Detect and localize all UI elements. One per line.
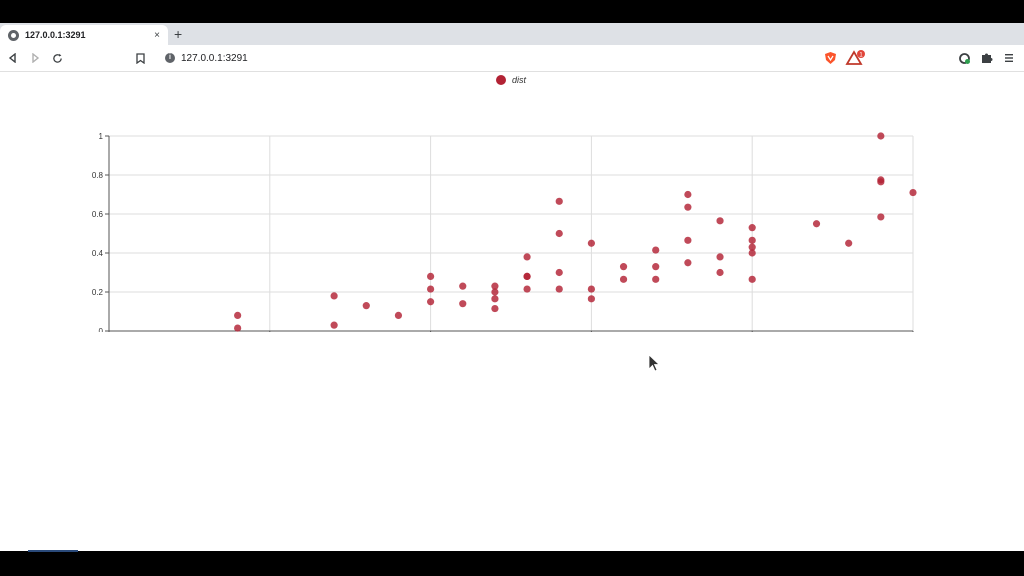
data-point[interactable]: [394, 311, 403, 319]
chart-legend[interactable]: dist: [496, 75, 526, 85]
data-point[interactable]: [877, 213, 885, 221]
data-point[interactable]: [748, 236, 756, 244]
data-point[interactable]: [491, 282, 499, 290]
data-point[interactable]: [812, 220, 821, 228]
data-point[interactable]: [716, 268, 724, 277]
data-point[interactable]: [748, 243, 756, 251]
data-point[interactable]: [234, 324, 242, 332]
y-tick-label: 0.6: [92, 210, 104, 219]
page-content: 00.20.40.60.810510152025 dist: [0, 72, 1024, 551]
data-point[interactable]: [491, 304, 499, 313]
data-point[interactable]: [587, 285, 596, 293]
data-point[interactable]: [748, 249, 756, 257]
data-point[interactable]: [716, 253, 724, 261]
data-point[interactable]: [491, 295, 499, 303]
data-point[interactable]: [459, 282, 467, 290]
browser-window: 127.0.0.1:3291 × + i 127.0.0.1:3291: [0, 23, 1024, 551]
data-point[interactable]: [587, 295, 596, 303]
browser-toolbar: i 127.0.0.1:3291 1: [0, 45, 1024, 72]
reload-icon[interactable]: [48, 49, 66, 67]
rewards-badge-count: 1: [859, 52, 863, 58]
mouse-cursor-icon: [648, 354, 662, 379]
new-tab-button[interactable]: +: [174, 26, 183, 42]
data-point[interactable]: [684, 190, 692, 199]
data-point[interactable]: [652, 246, 660, 254]
bookmark-icon[interactable]: [131, 49, 149, 67]
url-text[interactable]: 127.0.0.1:3291: [181, 52, 248, 64]
data-point[interactable]: [877, 178, 885, 186]
y-tick-label: 0.8: [92, 171, 104, 180]
screen-top-bar: [0, 0, 1024, 23]
screen-bottom-bar: [0, 551, 1024, 576]
back-arrow-icon[interactable]: [4, 49, 22, 67]
data-point[interactable]: [619, 263, 628, 271]
data-point[interactable]: [523, 272, 531, 280]
data-point[interactable]: [555, 268, 563, 277]
data-point[interactable]: [684, 259, 692, 267]
sync-icon[interactable]: [955, 49, 973, 67]
data-point[interactable]: [555, 229, 563, 238]
legend-label: dist: [512, 75, 527, 85]
globe-icon: [8, 29, 19, 41]
data-point[interactable]: [684, 203, 692, 211]
y-tick-label: 0.2: [92, 288, 104, 297]
site-info-icon[interactable]: i: [165, 53, 175, 63]
data-point[interactable]: [555, 285, 563, 293]
data-point[interactable]: [459, 300, 467, 308]
data-point[interactable]: [748, 224, 756, 232]
puzzle-icon[interactable]: [978, 49, 996, 67]
data-point[interactable]: [427, 285, 435, 293]
y-tick-label: 0: [99, 327, 104, 332]
data-point[interactable]: [427, 272, 435, 280]
forward-arrow-icon[interactable]: [26, 49, 44, 67]
data-point[interactable]: [845, 239, 853, 247]
scatter-chart: 00.20.40.60.810510152025: [92, 132, 917, 332]
data-point[interactable]: [362, 302, 370, 310]
data-point[interactable]: [652, 275, 660, 283]
legend-marker: [496, 75, 506, 85]
close-tab-icon[interactable]: ×: [154, 29, 160, 41]
data-point[interactable]: [523, 285, 531, 293]
browser-tab[interactable]: 127.0.0.1:3291 ×: [0, 25, 168, 45]
hamburger-menu-icon[interactable]: [1000, 49, 1018, 67]
data-point[interactable]: [491, 288, 499, 296]
data-point[interactable]: [684, 236, 692, 244]
data-point[interactable]: [877, 132, 885, 140]
data-point[interactable]: [234, 311, 242, 319]
data-point[interactable]: [652, 263, 660, 271]
brave-shield-icon[interactable]: [821, 49, 839, 67]
data-point[interactable]: [523, 253, 531, 261]
data-point[interactable]: [587, 239, 596, 247]
data-point[interactable]: [748, 275, 756, 283]
data-point[interactable]: [330, 321, 338, 329]
y-tick-label: 1: [99, 132, 104, 141]
data-point[interactable]: [555, 197, 563, 205]
data-point[interactable]: [909, 188, 917, 197]
brave-rewards-icon[interactable]: 1: [845, 49, 867, 67]
tab-title: 127.0.0.1:3291: [25, 30, 86, 40]
taskbar-indicator: [28, 550, 78, 552]
y-tick-label: 0.4: [92, 249, 104, 258]
data-point[interactable]: [716, 217, 724, 225]
data-point[interactable]: [330, 292, 338, 300]
data-point[interactable]: [619, 275, 628, 283]
tab-strip: 127.0.0.1:3291 × +: [0, 23, 1024, 45]
data-point[interactable]: [427, 298, 435, 306]
address-bar[interactable]: i 127.0.0.1:3291: [157, 48, 816, 68]
